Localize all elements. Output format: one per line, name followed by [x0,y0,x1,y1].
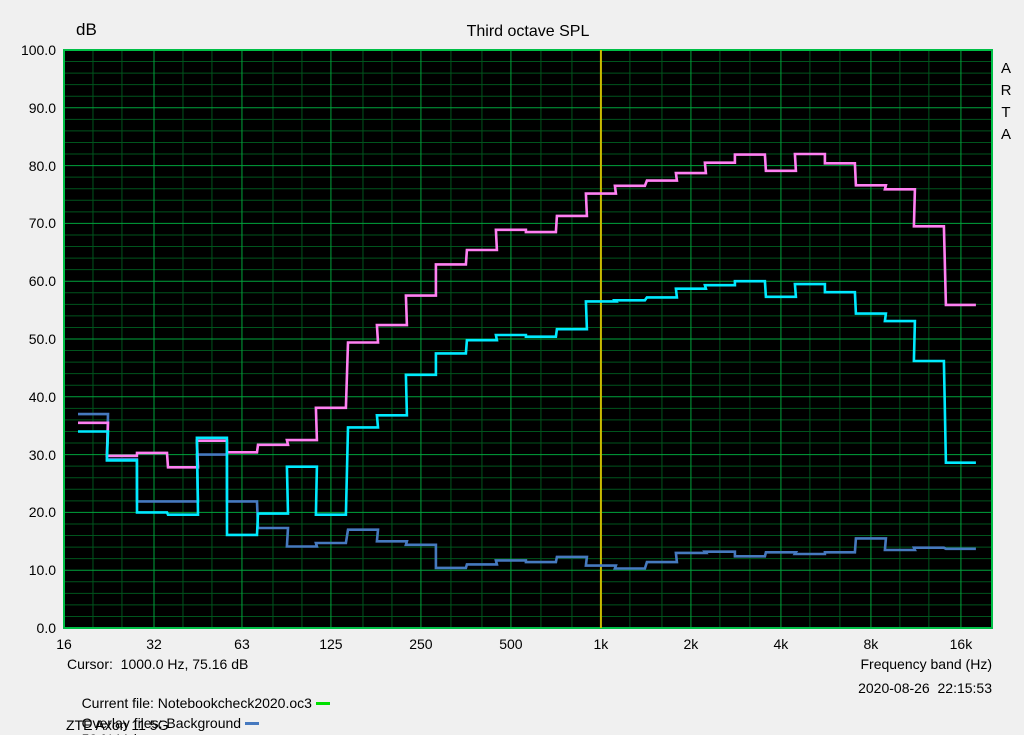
cursor-readout: Cursor: 1000.0 Hz, 75.16 dB [67,656,249,672]
curve-50-vol- [78,279,976,537]
y-axis-tick-label: 10.0 [28,562,56,579]
plot-border [63,49,993,629]
x-axis-tick-label: 8k [863,636,879,652]
x-axis-title: Frequency band (Hz) [860,656,992,672]
y-axis-tick-label: 80.0 [28,157,56,174]
chart-title: Third octave SPL [466,23,590,40]
y-axis-tick-label: 0.0 [36,620,56,636]
y-axis-tick-label: 60.0 [28,273,56,290]
y-axis-tick-label: 50.0 [28,331,56,347]
current-file-label: Current file: Notebookcheck2020.oc3 [81,695,312,711]
x-axis-tick-label: 125 [319,636,343,652]
device-label: ZTE Axon 11 5G [66,717,169,733]
timestamp: 2020-08-26 22:15:53 [858,680,992,696]
y-axis-tick-label: 40.0 [28,388,56,405]
y-axis-tick-label: 100.0 [20,42,56,58]
current-file-legend-dash [315,701,330,705]
overlay-background-label: Overlay files: Background [81,715,242,731]
arta-brand-label: A R T A [1000,60,1012,143]
x-axis-tick-label: 500 [499,636,523,652]
x-axis-tick-label: 16k [949,636,973,652]
background-legend-dash [245,721,260,725]
x-axis-tick-label: 2k [683,636,699,652]
y-axis-tick-label: 30.0 [28,446,56,463]
x-axis-tick-label: 63 [234,636,250,652]
x-axis-tick-label: 1k [593,636,609,652]
overlay-files-line: Overlay files: Background 50 % Vol. 100 … [66,699,264,735]
y-axis-tick-label: 90.0 [28,99,56,116]
y-axis-unit-label: dB [76,20,97,39]
x-axis-tick-label: 4k [773,636,789,652]
y-axis-tick-label: 70.0 [28,215,56,232]
overlay-50-label: 50 % Vol. [82,731,141,735]
y-axis-tick-label: 20.0 [28,504,56,521]
current-file-line: Current file: Notebookcheck2020.oc3 [66,679,335,727]
x-axis-tick-label: 250 [409,636,433,652]
x-axis-tick-label: 32 [146,636,162,652]
x-axis-tick-label: 16 [56,636,72,652]
